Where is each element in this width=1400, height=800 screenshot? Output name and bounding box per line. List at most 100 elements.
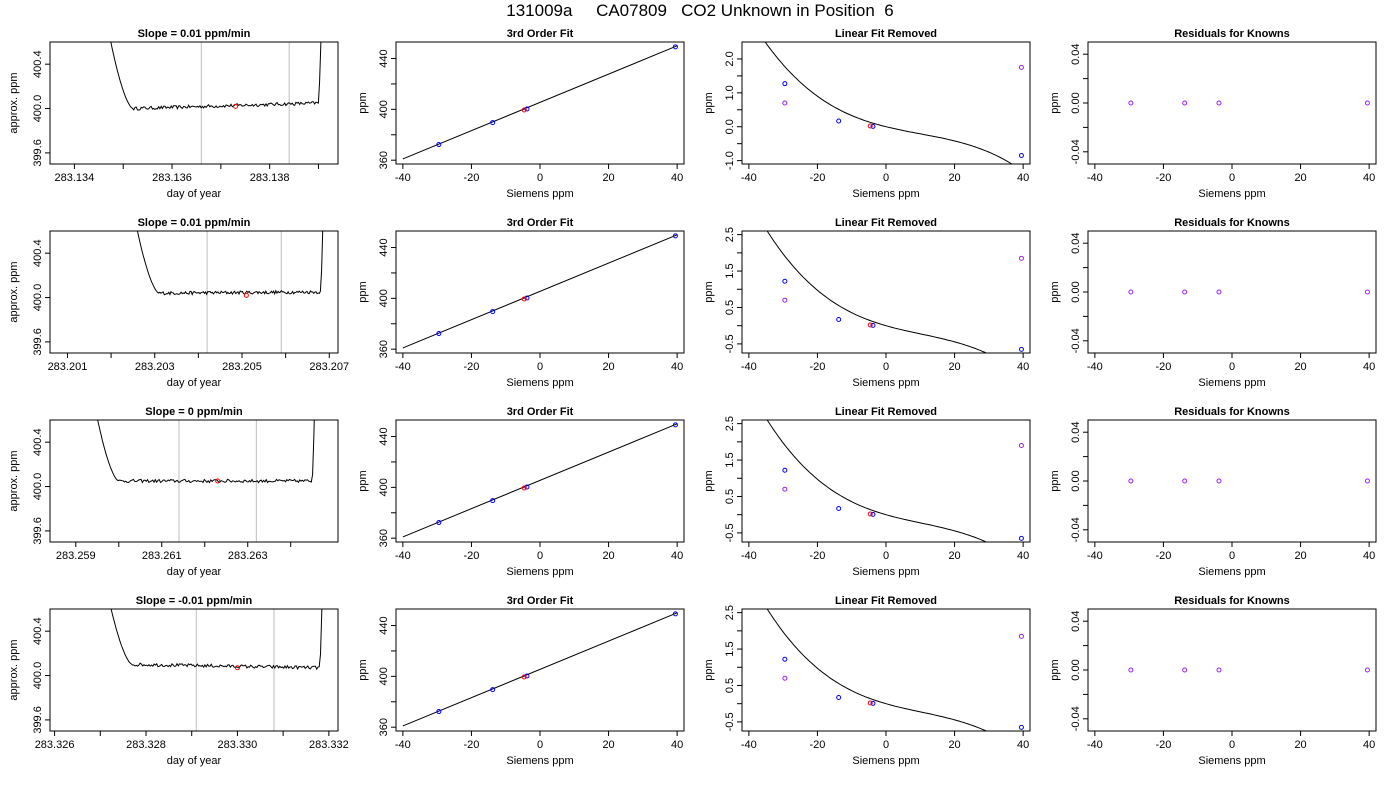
x-tick-label: 0 [1229,550,1235,562]
x-tick-label: -40 [395,739,411,751]
panel-title: 3rd Order Fit [507,28,574,40]
x-tick-label: -40 [1087,361,1103,373]
known-point [782,656,788,662]
residual-point [1216,289,1222,295]
panel-title: Slope = 0.01 ppm/min [138,28,251,40]
raw-point [782,486,788,492]
x-axis-label: Siemens ppm [1198,377,1265,389]
x-axis-label: Siemens ppm [852,377,919,389]
x-tick-label: 283.134 [55,172,95,184]
known-point [672,233,678,239]
y-tick-label: 400.4 [32,50,44,78]
y-tick-label: 400.0 [32,284,44,312]
residual-point [1182,100,1188,106]
known-point [436,142,442,148]
y-tick-label: 0.04 [1070,610,1082,631]
x-tick-label: 283.326 [35,739,75,751]
x-tick-label: 20 [1294,172,1306,184]
unknown-point [867,123,873,129]
x-tick-label: 283.203 [135,361,175,373]
panel: Residuals for Knowns -40 -20 0 20 40 -0.04 0.00… [1049,406,1377,578]
y-tick-label: -0.04 [1070,139,1082,164]
x-tick-label: 40 [1363,172,1375,184]
panel-title: Residuals for Knowns [1174,28,1290,40]
residual-point [1364,100,1370,106]
fit-line [402,612,678,727]
x-tick-label: 0 [1229,739,1235,751]
x-tick-label: -20 [463,739,479,751]
x-tick-label: 20 [1294,361,1306,373]
y-tick-label: 360 [378,151,390,169]
x-tick-label: 0 [537,172,543,184]
plot-area [1128,667,1370,673]
residual-point [1216,478,1222,484]
x-tick-label: 283.328 [126,739,166,751]
panel: Residuals for Knowns -40 -20 0 20 40 -0.04 0.00… [1049,595,1377,767]
panel-title: Linear Fit Removed [835,217,937,229]
y-tick-label: 0.00 [1070,281,1082,302]
x-axis-label: Siemens ppm [852,755,919,767]
y-axis-label: ppm [703,281,715,302]
raw-point [1018,255,1024,261]
x-tick-label: -40 [1087,739,1103,751]
y-axis-label: approx. ppm [8,261,20,322]
known-point [836,694,842,700]
x-axis-label: day of year [167,377,222,389]
y-tick-label: 440 [378,427,390,445]
x-tick-label: 283.207 [309,361,349,373]
y-tick-label: 0.5 [724,678,736,693]
y-tick-label: 2.5 [724,605,736,620]
unknown-point [521,107,527,113]
plot-area [766,420,1024,542]
plot-area [402,611,678,727]
known-point [870,123,876,129]
known-point [782,81,788,87]
known-point [490,309,496,315]
plot-frame [741,608,1031,732]
x-tick-label: 0 [537,550,543,562]
raw-point [782,100,788,106]
x-tick-label: 0 [537,739,543,751]
plot-area [1128,100,1370,106]
y-tick-label: 400.0 [32,662,44,690]
known-point [782,467,788,473]
x-axis-label: Siemens ppm [1198,566,1265,578]
plot-area [97,420,315,484]
x-tick-label: 20 [602,361,614,373]
x-tick-label: -40 [741,550,757,562]
x-axis-label: Siemens ppm [1198,755,1265,767]
x-tick-label: -20 [1155,172,1171,184]
y-tick-label: 0.5 [724,300,736,315]
y-tick-label: 400.4 [32,617,44,645]
known-point [436,331,442,337]
y-tick-label: -0.5 [724,523,736,542]
known-point [1018,153,1024,159]
x-tick-label: 283.136 [152,172,192,184]
x-axis-label: day of year [167,566,222,578]
x-tick-label: -20 [809,550,825,562]
x-tick-label: -40 [395,361,411,373]
x-tick-label: 0 [883,739,889,751]
x-axis-label: day of year [167,188,222,200]
x-tick-label: 0 [1229,361,1235,373]
trace-line [110,42,322,111]
x-tick-label: -40 [395,172,411,184]
y-tick-label: 0.00 [1070,92,1082,113]
fit-curve [766,420,988,542]
x-tick-label: 0 [537,361,543,373]
x-tick-label: 40 [1017,172,1029,184]
y-tick-label: 360 [378,529,390,547]
x-tick-label: 283.138 [250,172,290,184]
y-tick-label: 440 [378,616,390,634]
y-tick-label: 400 [378,667,390,685]
trace-line [136,231,324,296]
panel: Linear Fit Removed -40 -20 0 20 40 -1.0 0.0 1.0 2… [703,28,1031,200]
trace-line [97,420,315,484]
residual-point [1128,289,1134,295]
plot-frame [49,230,339,354]
y-tick-label: 400.4 [32,428,44,456]
residual-point [1364,667,1370,673]
y-tick-label: -0.5 [724,334,736,353]
y-axis-label: ppm [1049,92,1061,113]
known-point [524,673,530,679]
